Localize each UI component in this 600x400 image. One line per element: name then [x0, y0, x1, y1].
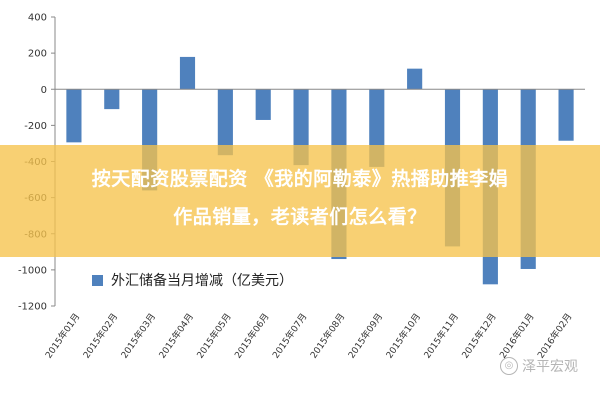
watermark: ◎ 泽平宏观 [500, 356, 578, 376]
bar [104, 89, 120, 110]
watermark-icon: ◎ [500, 357, 518, 375]
headline-line-2: 作品销量，老读者们怎么看？ [173, 206, 427, 228]
legend: 外汇储备当月增减（亿美元） [92, 270, 293, 290]
bar [255, 89, 271, 120]
x-tick-label: 2015年03月 [118, 311, 158, 361]
x-tick-label: 2016年02月 [535, 311, 575, 361]
y-tick-label: -1000 [18, 265, 47, 276]
headline-line-1: 按天配资股票配资 《我的阿勒泰》热播助推李娟 [91, 168, 509, 190]
y-tick-label: 0 [41, 85, 47, 96]
x-tick-label: 2015年06月 [232, 311, 272, 361]
x-tick-label: 2015年10月 [383, 311, 423, 361]
headline-text: 按天配资股票配资 《我的阿勒泰》热播助推李娟 作品销量，老读者们怎么看？ [10, 160, 590, 236]
x-tick-label: 2015年01月 [43, 311, 83, 361]
x-tick-label: 2015年07月 [270, 311, 310, 361]
headline-banner [0, 145, 600, 257]
y-tick-label: -200 [24, 121, 47, 132]
x-tick-label: 2015年08月 [308, 311, 348, 361]
x-tick-label: 2016年01月 [497, 311, 537, 361]
y-tick-label: 400 [28, 13, 47, 24]
bar [217, 89, 233, 156]
legend-label: 外汇储备当月增减（亿美元） [111, 273, 293, 289]
y-tick-label: -1200 [18, 302, 47, 313]
x-tick-label: 2015年04月 [156, 311, 196, 361]
x-tick-label: 2015年05月 [194, 311, 234, 361]
bar [558, 89, 574, 141]
watermark-text: 泽平宏观 [522, 359, 578, 375]
x-tick-label: 2015年02月 [80, 311, 120, 361]
bar [179, 56, 196, 90]
x-tick-label: 2015年12月 [459, 311, 499, 361]
x-tick-label: 2015年09月 [345, 311, 385, 361]
bar [66, 89, 82, 143]
y-tick-label: 200 [28, 49, 47, 60]
legend-swatch [92, 274, 103, 286]
bar [407, 68, 423, 90]
x-tick-label: 2015年11月 [421, 311, 461, 361]
